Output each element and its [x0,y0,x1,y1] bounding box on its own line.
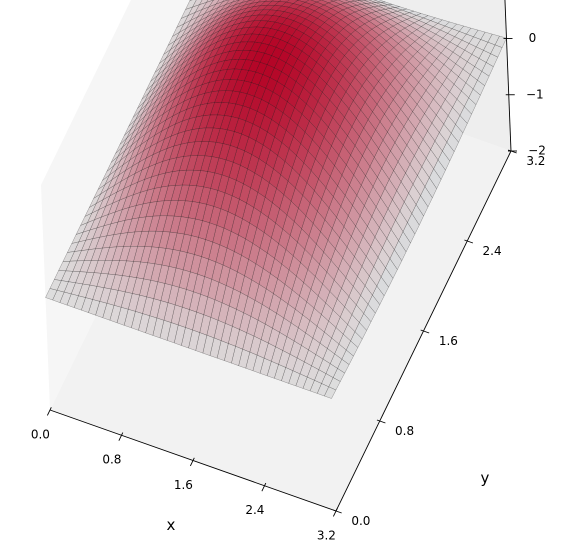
y-tick-label: 0.8 [395,424,414,438]
x-tick-label: 0.8 [102,453,121,467]
x-tick [46,407,52,416]
y-tick-label: 1.6 [439,334,458,348]
surface-mesh [45,0,507,399]
z-tick-label: 0 [529,31,537,45]
surface-patch [45,288,58,301]
x-tick-label: 2.4 [245,503,264,517]
y-tick [464,239,474,244]
axis-labels: x y 0.00.81.62.43.20.00.81.62.43.2−2−101… [31,31,546,542]
x-tick [261,482,267,492]
y-tick-label: 3.2 [526,154,545,168]
axis-lines [46,0,517,517]
x-tick-label: 0.0 [31,427,50,441]
x-axis-title: x [167,516,176,534]
y-tick [420,329,430,334]
x-tick [118,432,124,441]
y-tick-label: 0.0 [351,514,370,528]
x-tick [189,457,195,467]
y-tick-label: 2.4 [483,244,502,258]
y-tick [508,149,517,154]
surface-patch [357,0,365,1]
y-tick [333,509,342,514]
x-tick-label: 1.6 [174,478,193,492]
z-tick-label: −1 [526,87,544,101]
y-tick [376,419,386,424]
y-axis-title: y [481,469,490,487]
z-tick-label: −2 [528,144,546,158]
x-tick-label: 3.2 [317,528,336,542]
x-tick [332,508,338,517]
